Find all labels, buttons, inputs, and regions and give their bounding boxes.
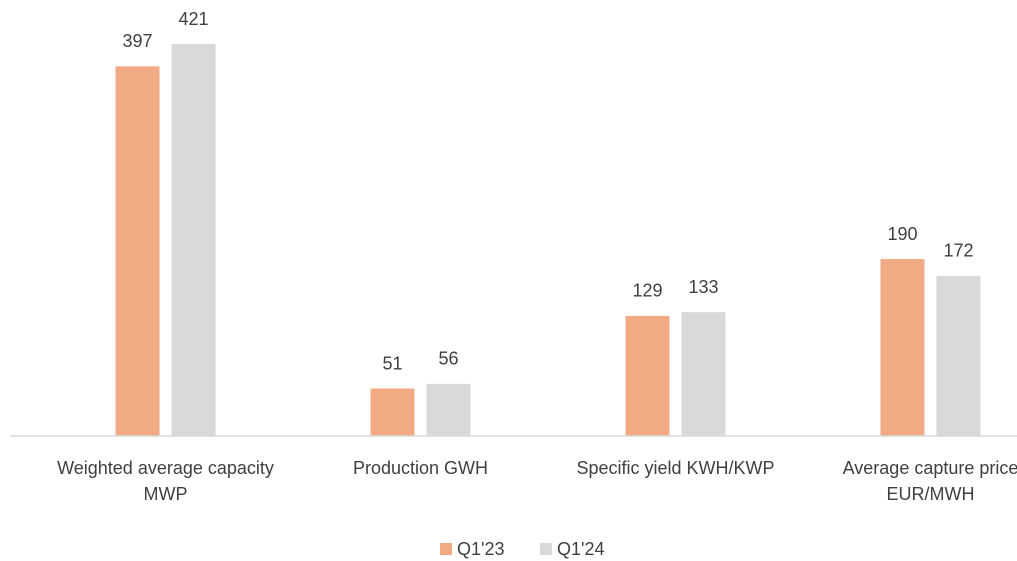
legend-swatch — [540, 543, 552, 555]
x-tick-label: Average capture price EUR/MWH — [842, 458, 1017, 504]
legend-label: Q1'23 — [457, 539, 504, 559]
data-label: 421 — [178, 9, 208, 29]
legend-swatch — [440, 543, 452, 555]
bar — [625, 315, 670, 436]
data-label: 133 — [688, 277, 718, 297]
bar — [426, 383, 471, 436]
bar — [115, 66, 160, 437]
x-tick-label: Weighted average capacity MWP — [57, 458, 274, 504]
x-tick-label: Specific yield KWH/KWP — [576, 458, 775, 478]
data-label: 56 — [438, 349, 458, 369]
data-label: 397 — [122, 31, 152, 51]
data-label: 190 — [887, 224, 917, 244]
bar — [171, 44, 216, 436]
bar — [370, 388, 415, 436]
data-label: 129 — [632, 281, 662, 301]
x-tick-label: Production GWH — [352, 458, 489, 478]
data-label: 51 — [382, 353, 402, 373]
legend-label: Q1'24 — [557, 539, 604, 559]
data-label: 172 — [943, 241, 973, 261]
bar — [936, 275, 981, 436]
bar — [880, 259, 925, 436]
bar — [681, 312, 726, 436]
